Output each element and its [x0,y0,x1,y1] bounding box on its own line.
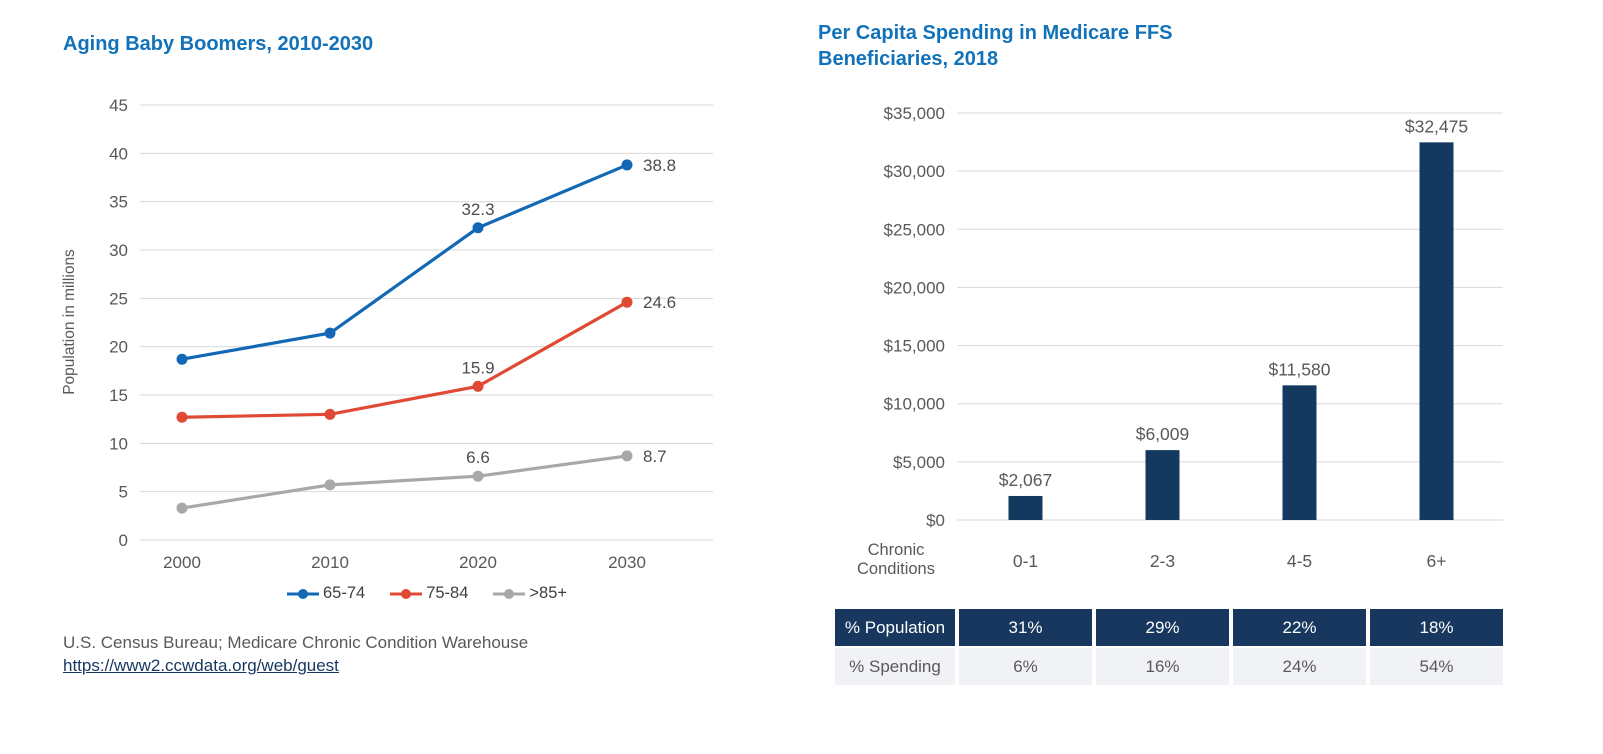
y-tick-label: $35,000 [884,104,945,123]
bar-category-label: 2-3 [1149,551,1176,571]
y-tick-label: 5 [119,483,128,502]
table-cell: 16% [1096,648,1229,685]
right-chart-title: Per Capita Spending in Medicare FFS Bene… [818,22,1173,70]
bar-6+ [1419,142,1454,520]
source-text: U.S. Census Bureau; Medicare Chronic Con… [63,633,529,652]
y-tick-label: $30,000 [884,162,945,181]
y-tick-label: 25 [109,289,128,308]
data-point-label: 32.3 [461,200,494,219]
legend-marker-icon [286,588,319,599]
legend-marker-icon [493,588,526,599]
legend-marker-icon [390,588,423,599]
population-spending-table: % Population 31% 29% 22% 18% % Spending … [835,609,1503,685]
y-tick-label: 0 [119,531,128,550]
table-header-value: 31% [959,609,1092,646]
bar-category-label: 4-5 [1286,551,1313,571]
legend-item-85plus: >85+ [492,584,567,603]
y-tick-label: $25,000 [884,220,945,239]
source-link[interactable]: https://www2.ccwdata.org/web/guest [63,656,339,675]
source-block: U.S. Census Bureau; Medicare Chronic Con… [63,631,528,677]
bar-0-1 [1008,495,1043,520]
series-line-75-84 [181,300,628,419]
y-tick-label: $5,000 [893,453,945,472]
bar-chart: $0 $5,000 $10,000 $15,000 $20,000 $25,000 $30,… [884,104,1503,530]
table-header-value: 18% [1370,609,1503,646]
table-header-label: % Population [835,609,955,646]
table-cell: 6% [959,648,1092,685]
y-tick-label: 35 [109,193,128,212]
y-tick-label: $10,000 [884,395,945,414]
legend-item-65-74: 65-74 [286,584,365,603]
bar-value-label: $6,009 [1136,424,1190,444]
y-tick-label: 45 [109,96,128,115]
data-point [621,159,633,171]
table-cell: 54% [1370,648,1503,685]
y-tick-label: 20 [109,338,128,357]
y-tick-label: $15,000 [884,337,945,356]
table-header-value: 29% [1096,609,1229,646]
table-cell: 24% [1233,648,1366,685]
legend-dot [504,588,515,599]
series-line-65-74 [181,163,628,361]
legend-item-75-84: 75-84 [389,584,468,603]
data-point [176,502,188,514]
series-line->85+ [181,454,628,510]
y-tick-label: 40 [109,144,128,163]
data-point [324,408,336,420]
data-point [621,296,633,308]
data-point-label: 8.7 [643,447,667,466]
data-point [176,353,188,365]
x-tick-label: 2010 [311,553,349,572]
table-header-value: 22% [1233,609,1366,646]
legend-dot [297,588,308,599]
bar-category-label: 0-1 [1012,551,1039,571]
data-point [176,411,188,423]
bar-value-label: $2,067 [999,470,1053,490]
bar-4-5 [1282,385,1317,520]
data-point-label: 38.8 [643,156,676,175]
table-row-label: % Spending [835,648,955,685]
bar-value-label: $32,475 [1405,116,1468,136]
y-axis-title: Population in millions [61,249,78,395]
data-point [472,380,484,392]
line-chart: 0 5 10 15 20 25 30 35 40 45 2000 2010 2020 2030 Popula… [61,96,713,572]
y-tick-label: 15 [109,386,128,405]
legend-label: 75-84 [426,584,469,602]
data-point [472,470,484,482]
legend-label: 65-74 [322,584,366,602]
y-tick-label: $20,000 [884,278,945,297]
x-tick-label: 2030 [608,553,646,572]
data-point [472,222,484,234]
data-point-label: 24.6 [643,293,676,312]
data-point [621,450,633,462]
x-tick-label: 2020 [459,553,497,572]
line-chart-legend: 65-74 75-84 >85+ [140,584,713,603]
y-tick-label: 10 [109,434,128,453]
bar-2-3 [1145,450,1180,520]
bar-chart-x-axis-label: Chronic Conditions [857,541,935,578]
data-point-label: 15.9 [461,358,494,377]
x-tick-label: 2000 [163,553,201,572]
y-tick-label: 30 [109,241,128,260]
y-tick-label: $0 [926,511,945,530]
bar-category-label: 6+ [1426,551,1447,571]
legend-label: >85+ [529,584,568,602]
data-point [324,327,336,339]
data-point [324,479,336,491]
data-point-label: 6.6 [466,448,490,467]
left-chart-title: Aging Baby Boomers, 2010-2030 [63,33,374,55]
legend-dot [401,588,412,599]
bar-value-label: $11,580 [1269,359,1331,379]
